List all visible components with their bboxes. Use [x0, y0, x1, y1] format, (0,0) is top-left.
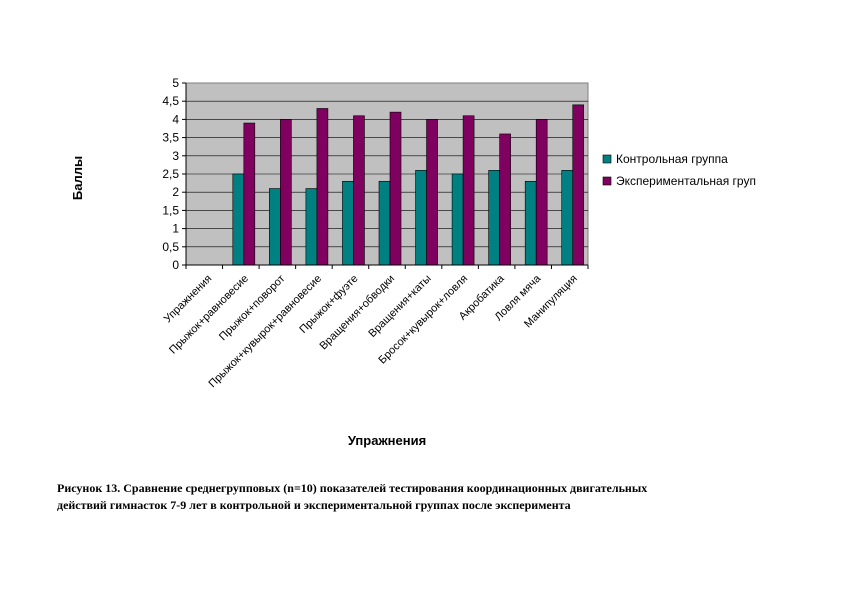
- y-tick-label: 0,5: [162, 240, 179, 254]
- x-tick-label: Вращения+каты: [366, 273, 433, 340]
- bars: [232, 104, 585, 266]
- figure-caption: Рисунок 13. Сравнение среднегрупповых (n…: [57, 480, 757, 514]
- y-tick-label: 4: [172, 112, 179, 126]
- y-tick-label: 1: [172, 222, 179, 236]
- y-axis-ticks: 0 0,5 1 1,5 2 2,5 3 3,5 4 4,5 5: [162, 76, 186, 272]
- bar-experimental: [535, 119, 548, 266]
- bar-control: [305, 188, 318, 266]
- y-tick-label: 3,5: [162, 131, 179, 145]
- bar-control: [342, 180, 354, 266]
- bar-experimental: [280, 119, 292, 266]
- bar-chart: 0 0,5 1 1,5 2 2,5 3 3,5 4 4,5 5 УпражненияПрыжок+р…: [70, 76, 756, 448]
- bar-control: [451, 173, 464, 266]
- x-axis-title: Упражнения: [348, 433, 426, 448]
- bar-control: [269, 188, 281, 266]
- bar-control: [232, 173, 245, 266]
- bar-experimental: [462, 115, 475, 266]
- bar-experimental: [572, 104, 585, 266]
- bar-experimental: [353, 115, 365, 266]
- legend-label: Контрольная группа: [616, 152, 728, 166]
- y-tick-label: 3: [172, 149, 179, 163]
- caption-line-1: Рисунок 13. Сравнение среднегрупповых (n…: [57, 481, 648, 495]
- y-tick-label: 4,5: [162, 94, 179, 108]
- x-tick-label: Прыжок+поворот: [217, 273, 287, 343]
- y-tick-label: 1,5: [162, 203, 179, 217]
- bar-control: [415, 170, 427, 266]
- y-axis-title: Баллы: [70, 156, 85, 200]
- y-tick-label: 2: [172, 185, 179, 199]
- bar-experimental: [316, 108, 329, 266]
- legend: Контрольная группа Экспериментальная груп: [602, 152, 756, 188]
- bar-experimental: [243, 122, 256, 266]
- bar-control: [488, 170, 500, 266]
- caption-line-2: действий гимнасток 7-9 лет в контрольной…: [57, 498, 571, 512]
- y-tick-label: 0: [172, 258, 179, 272]
- legend-swatch: [602, 176, 612, 186]
- x-axis-ticks: УпражненияПрыжок+равновесиеПрыжок+поворо…: [162, 265, 589, 390]
- bar-experimental: [499, 133, 511, 266]
- legend-swatch: [602, 154, 612, 164]
- bar-control: [561, 170, 574, 266]
- y-tick-label: 5: [172, 76, 179, 90]
- bar-control: [524, 180, 537, 266]
- legend-label: Экспериментальная груп: [616, 174, 756, 188]
- bar-experimental: [389, 111, 402, 266]
- bar-experimental: [426, 119, 438, 266]
- y-tick-label: 2,5: [162, 167, 179, 181]
- bar-control: [378, 180, 391, 266]
